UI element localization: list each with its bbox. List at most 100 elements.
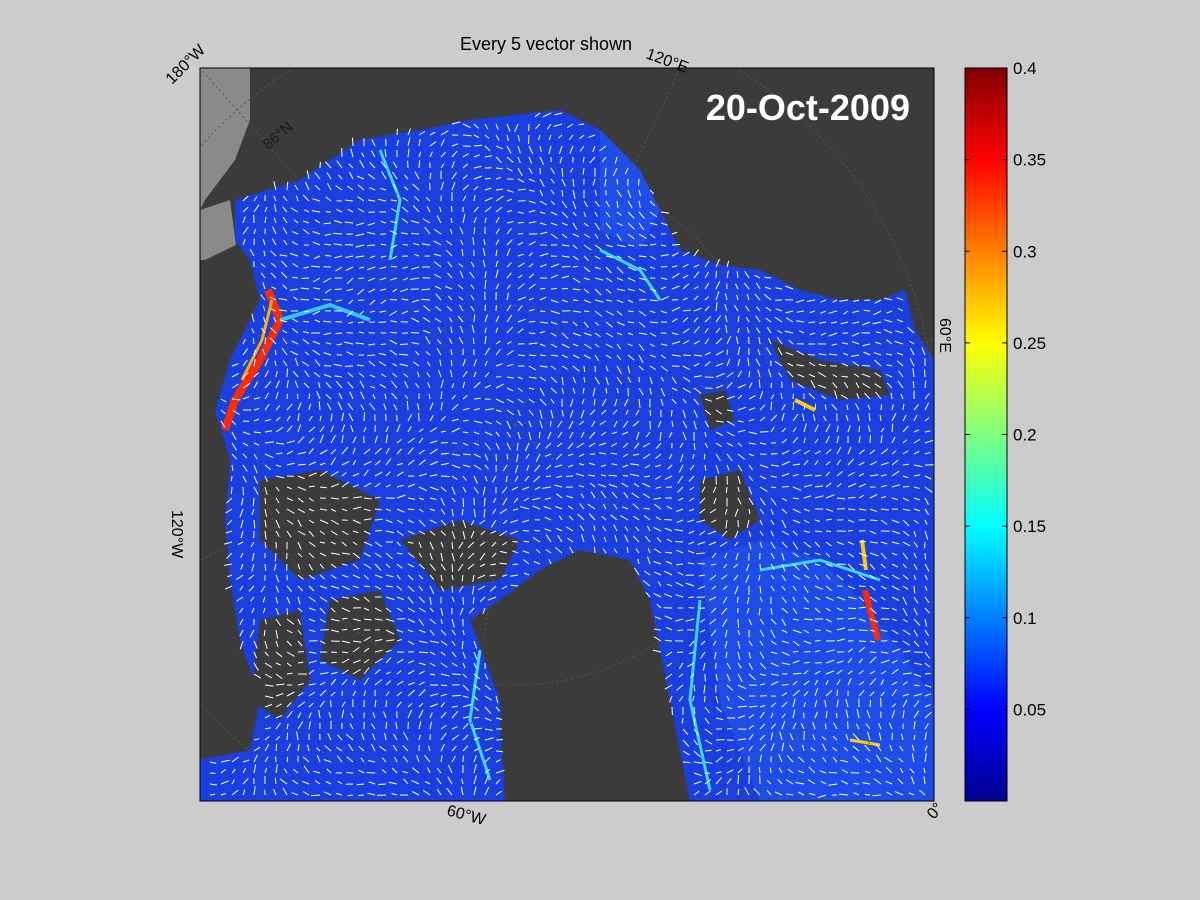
drift-vector [358,208,365,213]
drift-vector [594,299,604,303]
drift-vector [390,265,398,268]
drift-vector [425,336,431,345]
drift-vector [891,629,899,635]
drift-vector [803,563,809,570]
drift-vector [638,189,641,197]
drift-vector [506,209,513,213]
drift-vector [704,706,710,714]
label-120w: 120°W [168,510,185,559]
drift-vector [899,767,904,774]
drift-vector [715,350,724,356]
drift-vector [533,560,541,565]
drift-vector [902,530,910,537]
drift-vector [341,472,347,477]
drift-vector [567,442,574,450]
drift-vector [578,463,585,466]
drift-vector [239,629,244,637]
drift-vector [550,222,558,226]
drift-vector [242,348,249,356]
drift-vector [561,365,568,370]
drift-vector [678,662,684,670]
drift-vector [451,182,456,191]
drift-vector [594,200,600,207]
drift-vector [413,242,420,246]
drift-vector [473,144,483,147]
drift-vector [715,420,724,423]
drift-vector [873,310,882,316]
drift-vector [385,471,391,477]
drift-vector [891,412,897,422]
drift-vector [913,563,918,570]
drift-vector [572,233,580,238]
drift-vector [483,497,486,507]
drift-vector [748,382,753,389]
drift-vector [297,585,304,592]
drift-vector [924,439,934,444]
drift-vector [803,508,810,512]
drift-vector [260,327,266,334]
drift-vector [649,266,656,270]
drift-vector [490,530,497,534]
drift-vector [733,563,739,569]
drift-vector [275,574,280,583]
drift-vector [402,266,409,269]
drift-vector [862,382,871,389]
drift-vector [539,398,547,406]
drift-vector [897,778,904,785]
drift-vector [781,596,787,604]
drift-vector [579,134,585,140]
drift-vector [535,442,541,450]
drift-vector [868,413,871,422]
drift-vector [446,249,453,257]
drift-vector [736,271,739,279]
drift-vector [396,607,403,613]
drift-vector [781,701,788,708]
drift-vector [649,243,657,246]
drift-vector [737,705,747,708]
drift-vector [770,414,778,422]
drift-vector [319,470,328,477]
drift-vector [514,475,519,483]
drift-vector [681,717,684,724]
drift-vector [484,177,491,180]
drift-vector [462,734,469,741]
drift-vector [682,409,686,419]
drift-vector [462,673,468,679]
drift-vector [649,222,658,226]
drift-vector [781,541,788,549]
drift-vector [678,673,684,678]
drift-streak [468,649,492,781]
drift-vector [303,382,310,389]
drift-vector [924,530,929,540]
drift-vector [715,270,717,279]
drift-vector [440,755,443,763]
drift-vector [451,618,455,628]
drift-vector [657,420,662,428]
drift-vector [726,748,735,752]
drift-vector [523,497,530,502]
drift-vector [700,618,706,623]
drift-vector [524,475,530,482]
drift-vector [279,254,288,257]
drift-vector [223,541,233,545]
drift-vector [781,450,790,455]
drift-vector [275,596,278,604]
drift-vector [385,458,392,466]
drift-vector [413,310,420,313]
drift-vector [473,381,481,389]
drift-vector [399,288,409,293]
drift-vector [902,497,910,502]
drift-vector [664,475,673,480]
drift-vector [880,435,883,444]
drift-vector [737,346,741,356]
drift-vector [847,574,853,578]
drift-vector [413,361,420,367]
drift-vector [440,574,443,582]
drift-vector [869,640,876,643]
drift-vector [275,426,284,433]
drift-vector [880,462,889,466]
drift-vector [402,745,409,752]
drift-vector [273,181,277,191]
drift-vector [319,530,325,535]
drift-vector [821,395,827,400]
